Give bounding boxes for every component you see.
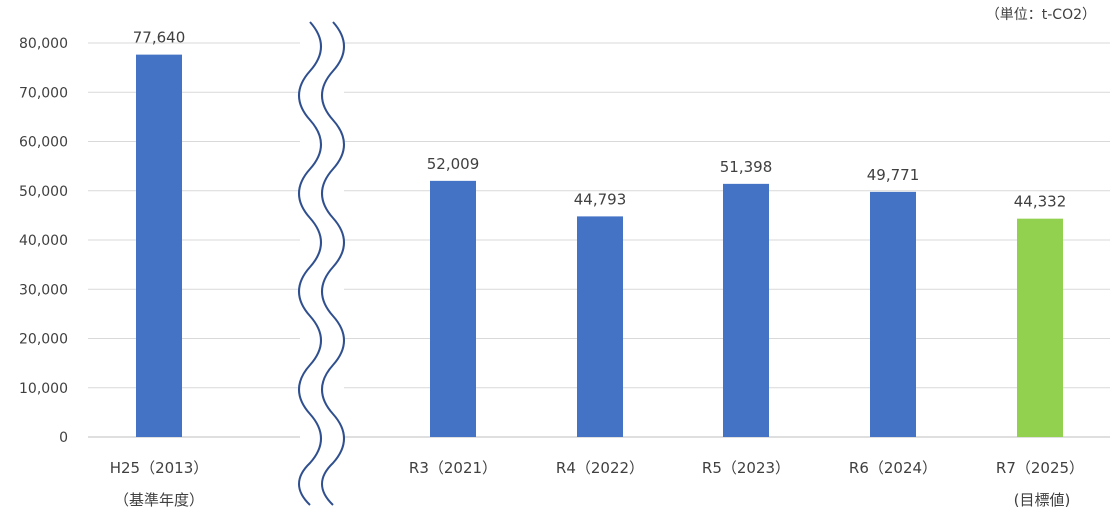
x-axis-labels: H25（2013） （基準年度） R3（2021） R4（2022） R5（2023） R…: [110, 459, 1084, 509]
bar: [136, 54, 182, 438]
unit-label: （単位：t-CO2）: [985, 7, 1096, 23]
x-tick-label: R7（2025）: [996, 459, 1084, 477]
y-tick-label: 40,000: [19, 233, 68, 249]
break-line-right: [321, 21, 345, 506]
y-tick-label: 30,000: [19, 282, 68, 298]
data-label: 49,771: [867, 166, 920, 184]
x-tick-label: R4（2022）: [556, 459, 644, 477]
bar: [430, 180, 476, 437]
y-tick-label: 80,000: [19, 36, 68, 52]
break-line-left: [298, 21, 322, 506]
data-labels: 77,640 52,009 44,793 51,398 49,771 44,332: [133, 29, 1067, 211]
data-label: 52,009: [427, 155, 480, 173]
x-tick-label: H25（2013）: [110, 459, 209, 477]
bars: [136, 54, 1063, 438]
data-label: 51,398: [720, 158, 773, 176]
x-tick-label: R6（2024）: [849, 459, 937, 477]
y-tick-label: 10,000: [19, 381, 68, 397]
y-tick-label: 0: [59, 430, 68, 446]
y-axis-ticks: 0 10,000 20,000 30,000 40,000 50,000 60,000 70,…: [19, 36, 68, 446]
bar: [577, 216, 623, 437]
x-tick-label: R5（2023）: [702, 459, 790, 477]
bar: [723, 183, 769, 437]
y-tick-label: 70,000: [19, 85, 68, 101]
axis-break: [298, 20, 345, 510]
x-tick-label: R3（2021）: [409, 459, 497, 477]
data-label: 44,793: [574, 190, 627, 208]
y-tick-label: 20,000: [19, 332, 68, 348]
y-tick-label: 60,000: [19, 135, 68, 151]
bar: [870, 191, 916, 437]
data-label: 77,640: [133, 29, 186, 47]
data-label: 44,332: [1014, 193, 1067, 211]
bar: [1017, 218, 1063, 437]
x-tick-sublabel: （基準年度）: [114, 491, 204, 509]
y-tick-label: 50,000: [19, 184, 68, 200]
x-tick-sublabel: (目標値): [1014, 491, 1071, 509]
